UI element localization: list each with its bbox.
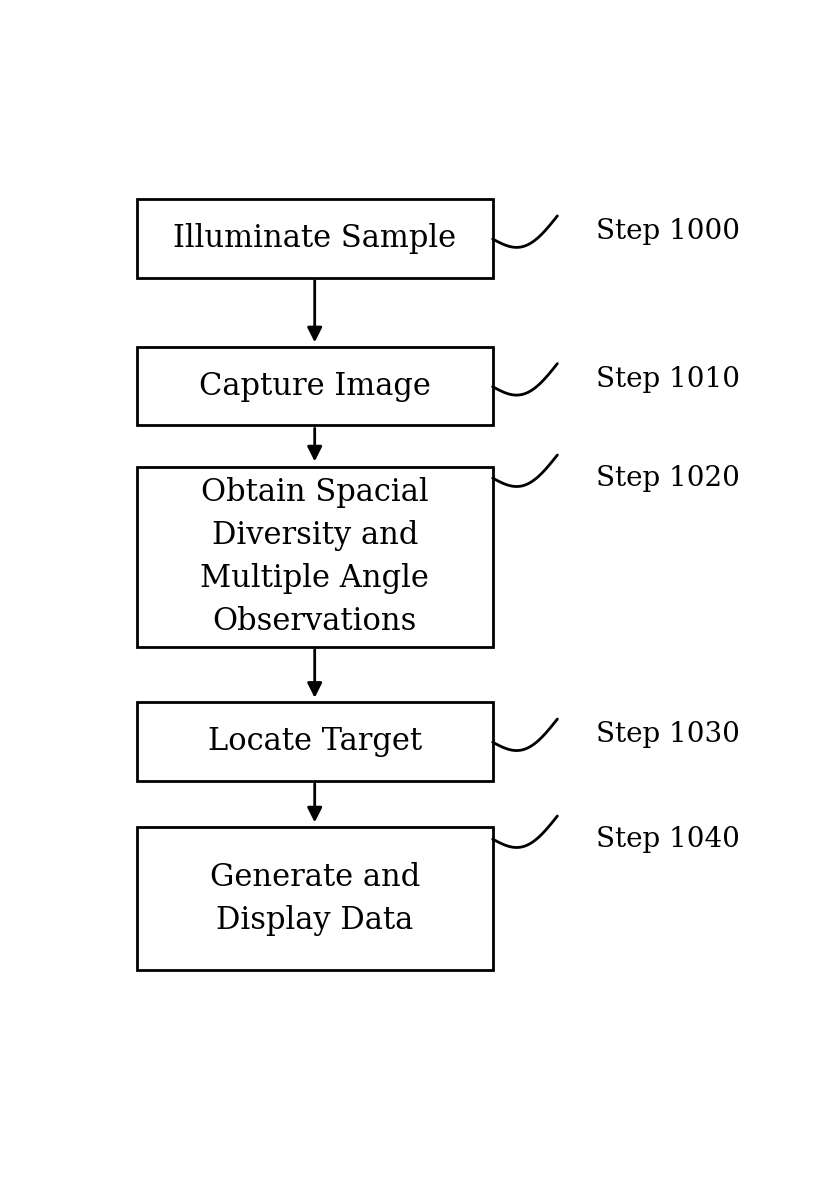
Text: Step 1000: Step 1000 [596,218,740,245]
Text: Step 1010: Step 1010 [596,366,740,393]
Bar [137,827,493,970]
Text: Step 1040: Step 1040 [596,826,740,852]
Text: Obtain Spacial
Diversity and
Multiple Angle
Observations: Obtain Spacial Diversity and Multiple An… [200,477,429,637]
Bar [137,466,493,647]
Text: Step 1030: Step 1030 [596,722,740,748]
Bar [137,347,493,426]
Bar [137,199,493,278]
Text: Capture Image: Capture Image [199,370,431,402]
Text: Generate and
Display Data: Generate and Display Data [210,862,420,935]
Bar [137,703,493,781]
Text: Illuminate Sample: Illuminate Sample [173,223,456,254]
Text: Step 1020: Step 1020 [596,464,740,492]
Text: Locate Target: Locate Target [208,727,422,758]
